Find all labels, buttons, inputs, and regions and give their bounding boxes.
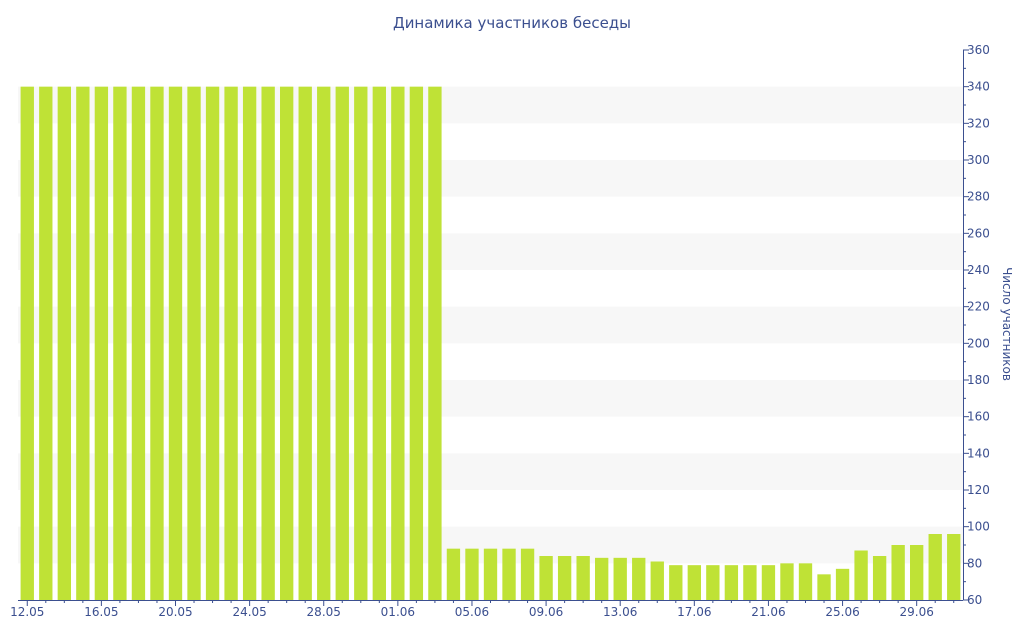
bar [669, 565, 683, 600]
x-tick-label: 29.06 [899, 605, 933, 619]
bar [20, 86, 34, 600]
bar [595, 557, 609, 600]
x-tick-label: 20.05 [158, 605, 192, 619]
bar [465, 548, 479, 600]
y-tick-label: 120 [967, 483, 990, 497]
bar [761, 565, 776, 600]
x-tick-label: 01.06 [381, 605, 415, 619]
y-tick-label: 260 [967, 226, 990, 240]
bar [150, 86, 164, 600]
bar [613, 557, 627, 600]
y-tick-label: 340 [967, 80, 990, 94]
x-tick-label: 12.05 [10, 605, 44, 619]
bar [835, 568, 850, 600]
bar [650, 561, 664, 600]
bar [261, 86, 275, 600]
x-tick-label: 05.06 [455, 605, 489, 619]
bar-series [20, 86, 961, 600]
x-tick-label: 17.06 [677, 605, 711, 619]
bar [205, 86, 220, 600]
bar [891, 545, 905, 600]
y-tick-label: 360 [967, 43, 990, 57]
bar [335, 86, 349, 600]
bar [428, 86, 442, 600]
y-tick-label: 160 [967, 410, 990, 424]
y-tick-label: 240 [967, 263, 990, 277]
bar [947, 534, 961, 600]
bar [817, 574, 831, 600]
y-tick-label: 180 [967, 373, 990, 387]
bar [391, 86, 405, 600]
bar [483, 548, 498, 600]
bar [632, 557, 646, 600]
bar [242, 86, 257, 600]
y-tick-label: 80 [967, 556, 982, 570]
y-tick-label: 100 [967, 520, 990, 534]
bar [446, 548, 461, 600]
y-tick-label: 300 [967, 153, 990, 167]
bar [372, 86, 386, 600]
bar [298, 86, 312, 600]
y-tick-label: 220 [967, 300, 990, 314]
bar [854, 550, 868, 600]
bar [724, 565, 739, 600]
bar [798, 563, 813, 600]
bar [76, 86, 90, 600]
bar [224, 86, 238, 600]
bar [57, 86, 71, 600]
x-tick-label: 13.06 [603, 605, 637, 619]
bar [409, 86, 424, 600]
bar [780, 563, 794, 600]
y-tick-label: 200 [967, 336, 990, 350]
bar [280, 86, 294, 600]
bar [928, 534, 942, 600]
bar [520, 548, 535, 600]
bar [39, 86, 53, 600]
x-tick-label: 28.05 [307, 605, 341, 619]
x-tick-label: 21.06 [751, 605, 785, 619]
y-tick-label: 280 [967, 190, 990, 204]
bar [317, 86, 331, 600]
x-tick-label: 16.05 [84, 605, 118, 619]
bar [576, 556, 590, 600]
x-tick-label: 25.06 [825, 605, 859, 619]
bar [187, 86, 201, 600]
x-tick-label: 24.05 [232, 605, 266, 619]
y-tick-label: 140 [967, 446, 990, 460]
bar [131, 86, 146, 600]
bar [168, 86, 183, 600]
bar [743, 565, 757, 600]
chart-title: Динамика участников беседы [393, 14, 631, 32]
x-tick-label: 09.06 [529, 605, 563, 619]
bar [539, 556, 553, 600]
bar [706, 565, 720, 600]
bar [910, 545, 924, 600]
y-tick-label: 320 [967, 116, 990, 130]
bar [113, 86, 127, 600]
bar [94, 86, 109, 600]
bar [557, 556, 572, 600]
bar [687, 565, 701, 600]
y-tick-label: 60 [967, 593, 982, 607]
bar [354, 86, 368, 600]
y-axis-title: Число участников [1000, 267, 1014, 381]
x-axis: 12.05 16.05 20.05 24.05 28.05 01.06 05.06 09.06… [10, 600, 963, 619]
bar [872, 556, 887, 600]
y-axis: 60 80 100 120 140 160 180 200 220 240 260 280 300 320… [963, 43, 990, 607]
bar [502, 548, 516, 600]
